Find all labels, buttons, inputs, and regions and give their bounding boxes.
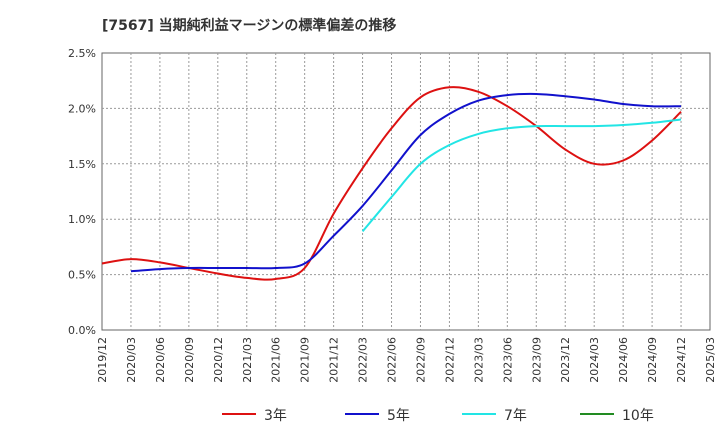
x-tick-label: 2019/12 <box>96 337 109 383</box>
x-tick-label: 2023/12 <box>559 337 572 383</box>
legend-item: 5年 <box>345 408 410 424</box>
series-line-2 <box>130 92 682 273</box>
axis-layer: 2019/12 2020/03 2020/06 2020/09 2020/12 2021/… <box>68 47 717 383</box>
series-layer <box>101 86 682 281</box>
x-tick-label: 2020/09 <box>183 337 196 383</box>
x-tick-label: 2020/12 <box>212 337 225 383</box>
y-tick-label: 0.0% <box>68 324 96 337</box>
grid-layer <box>102 53 710 330</box>
x-tick-label: 2024/12 <box>675 337 688 383</box>
x-tick-label: 2025/03 <box>704 337 717 383</box>
x-tick-label: 2023/06 <box>501 337 514 383</box>
y-tick-label: 2.0% <box>68 102 96 115</box>
series-line-3 <box>361 118 682 233</box>
x-tick-label: 2024/09 <box>646 337 659 383</box>
legend-label: 5年 <box>387 408 410 424</box>
x-tick-label: 2021/09 <box>299 337 312 383</box>
legend-item: 7年 <box>462 408 527 424</box>
legend: 3年 5年 7年 10年 <box>222 408 654 424</box>
legend-label: 3年 <box>264 408 287 424</box>
x-tick-label: 2021/03 <box>241 337 254 383</box>
y-tick-label: 1.5% <box>68 158 96 171</box>
y-tick-label: 0.5% <box>68 269 96 282</box>
series-line-1 <box>101 86 682 281</box>
x-tick-label: 2022/03 <box>357 337 370 383</box>
x-tick-label: 2021/12 <box>328 337 341 383</box>
x-tick-label: 2021/06 <box>270 337 283 383</box>
x-tick-label: 2024/06 <box>617 337 630 383</box>
x-tick-label: 2023/03 <box>472 337 485 383</box>
x-tick-label: 2022/12 <box>443 337 456 383</box>
x-tick-label: 2022/09 <box>414 337 427 383</box>
x-tick-label: 2022/06 <box>386 337 399 383</box>
x-tick-label: 2020/03 <box>125 337 138 383</box>
x-tick-label: 2020/06 <box>154 337 167 383</box>
x-tick-label: 2023/09 <box>530 337 543 383</box>
y-tick-label: 1.0% <box>68 213 96 226</box>
x-tick-label: 2024/03 <box>588 337 601 383</box>
legend-label: 7年 <box>504 408 527 424</box>
y-tick-label: 2.5% <box>68 47 96 60</box>
legend-item: 10年 <box>580 408 654 424</box>
legend-label: 10年 <box>622 408 654 424</box>
plot-frame <box>101 52 711 331</box>
chart-title: [7567] 当期純利益マージンの標準偏差の推移 <box>102 17 396 34</box>
legend-item: 3年 <box>222 408 287 424</box>
